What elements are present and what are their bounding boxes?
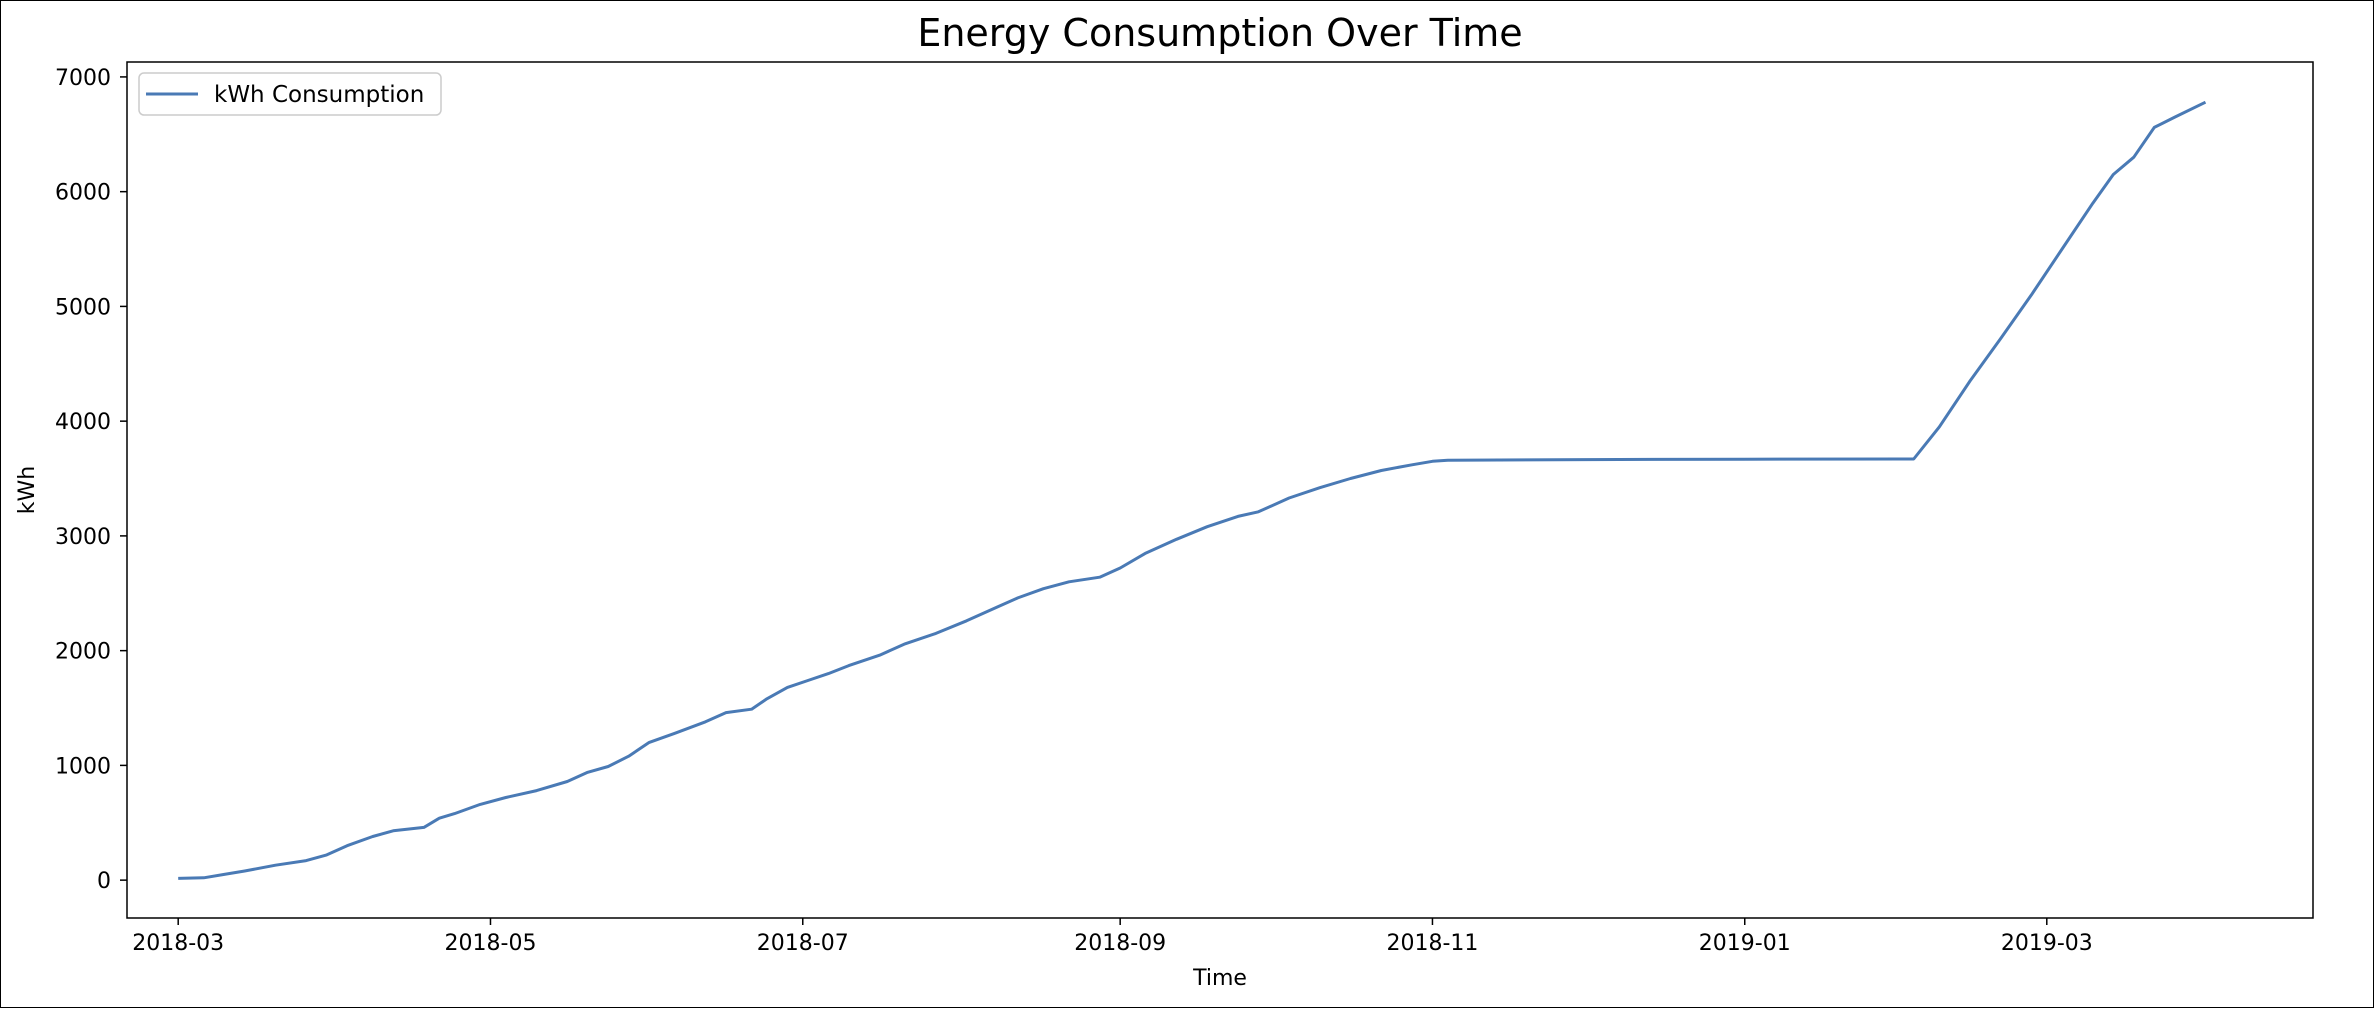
y-tick-label: 2000: [55, 640, 111, 665]
y-tick-label: 0: [97, 869, 111, 894]
y-tick-label: 5000: [55, 295, 111, 320]
y-axis-label: kWh: [15, 466, 40, 514]
y-tick-label: 1000: [55, 754, 111, 779]
chart-title: Energy Consumption Over Time: [917, 11, 1522, 55]
x-axis: 2018-03 2018-05 2018-07 2018-09 2018-11 2019-…: [132, 918, 2093, 956]
y-tick-label: 3000: [55, 525, 111, 550]
x-tick-label: 2018-11: [1386, 931, 1478, 956]
legend-label: kWh Consumption: [214, 82, 424, 108]
x-tick-label: 2018-07: [757, 931, 849, 956]
x-tick-label: 2018-05: [445, 931, 537, 956]
y-tick-label: 7000: [55, 66, 111, 91]
x-tick-label: 2018-03: [132, 931, 224, 956]
y-tick-label: 4000: [55, 410, 111, 435]
x-tick-label: 2019-01: [1699, 931, 1791, 956]
x-tick-label: 2019-03: [2001, 931, 2093, 956]
y-tick-label: 6000: [55, 181, 111, 206]
y-axis: 0 1000 2000 3000 4000 5000 6000 7000: [55, 66, 127, 894]
legend-box: [138, 72, 442, 116]
plot-area: [126, 61, 2314, 919]
x-axis-label: Time: [1192, 966, 1247, 991]
series-line-kwh-consumption: [178, 100, 2207, 880]
legend: kWh Consumption: [138, 72, 442, 116]
x-tick-label: 2018-09: [1074, 931, 1166, 956]
